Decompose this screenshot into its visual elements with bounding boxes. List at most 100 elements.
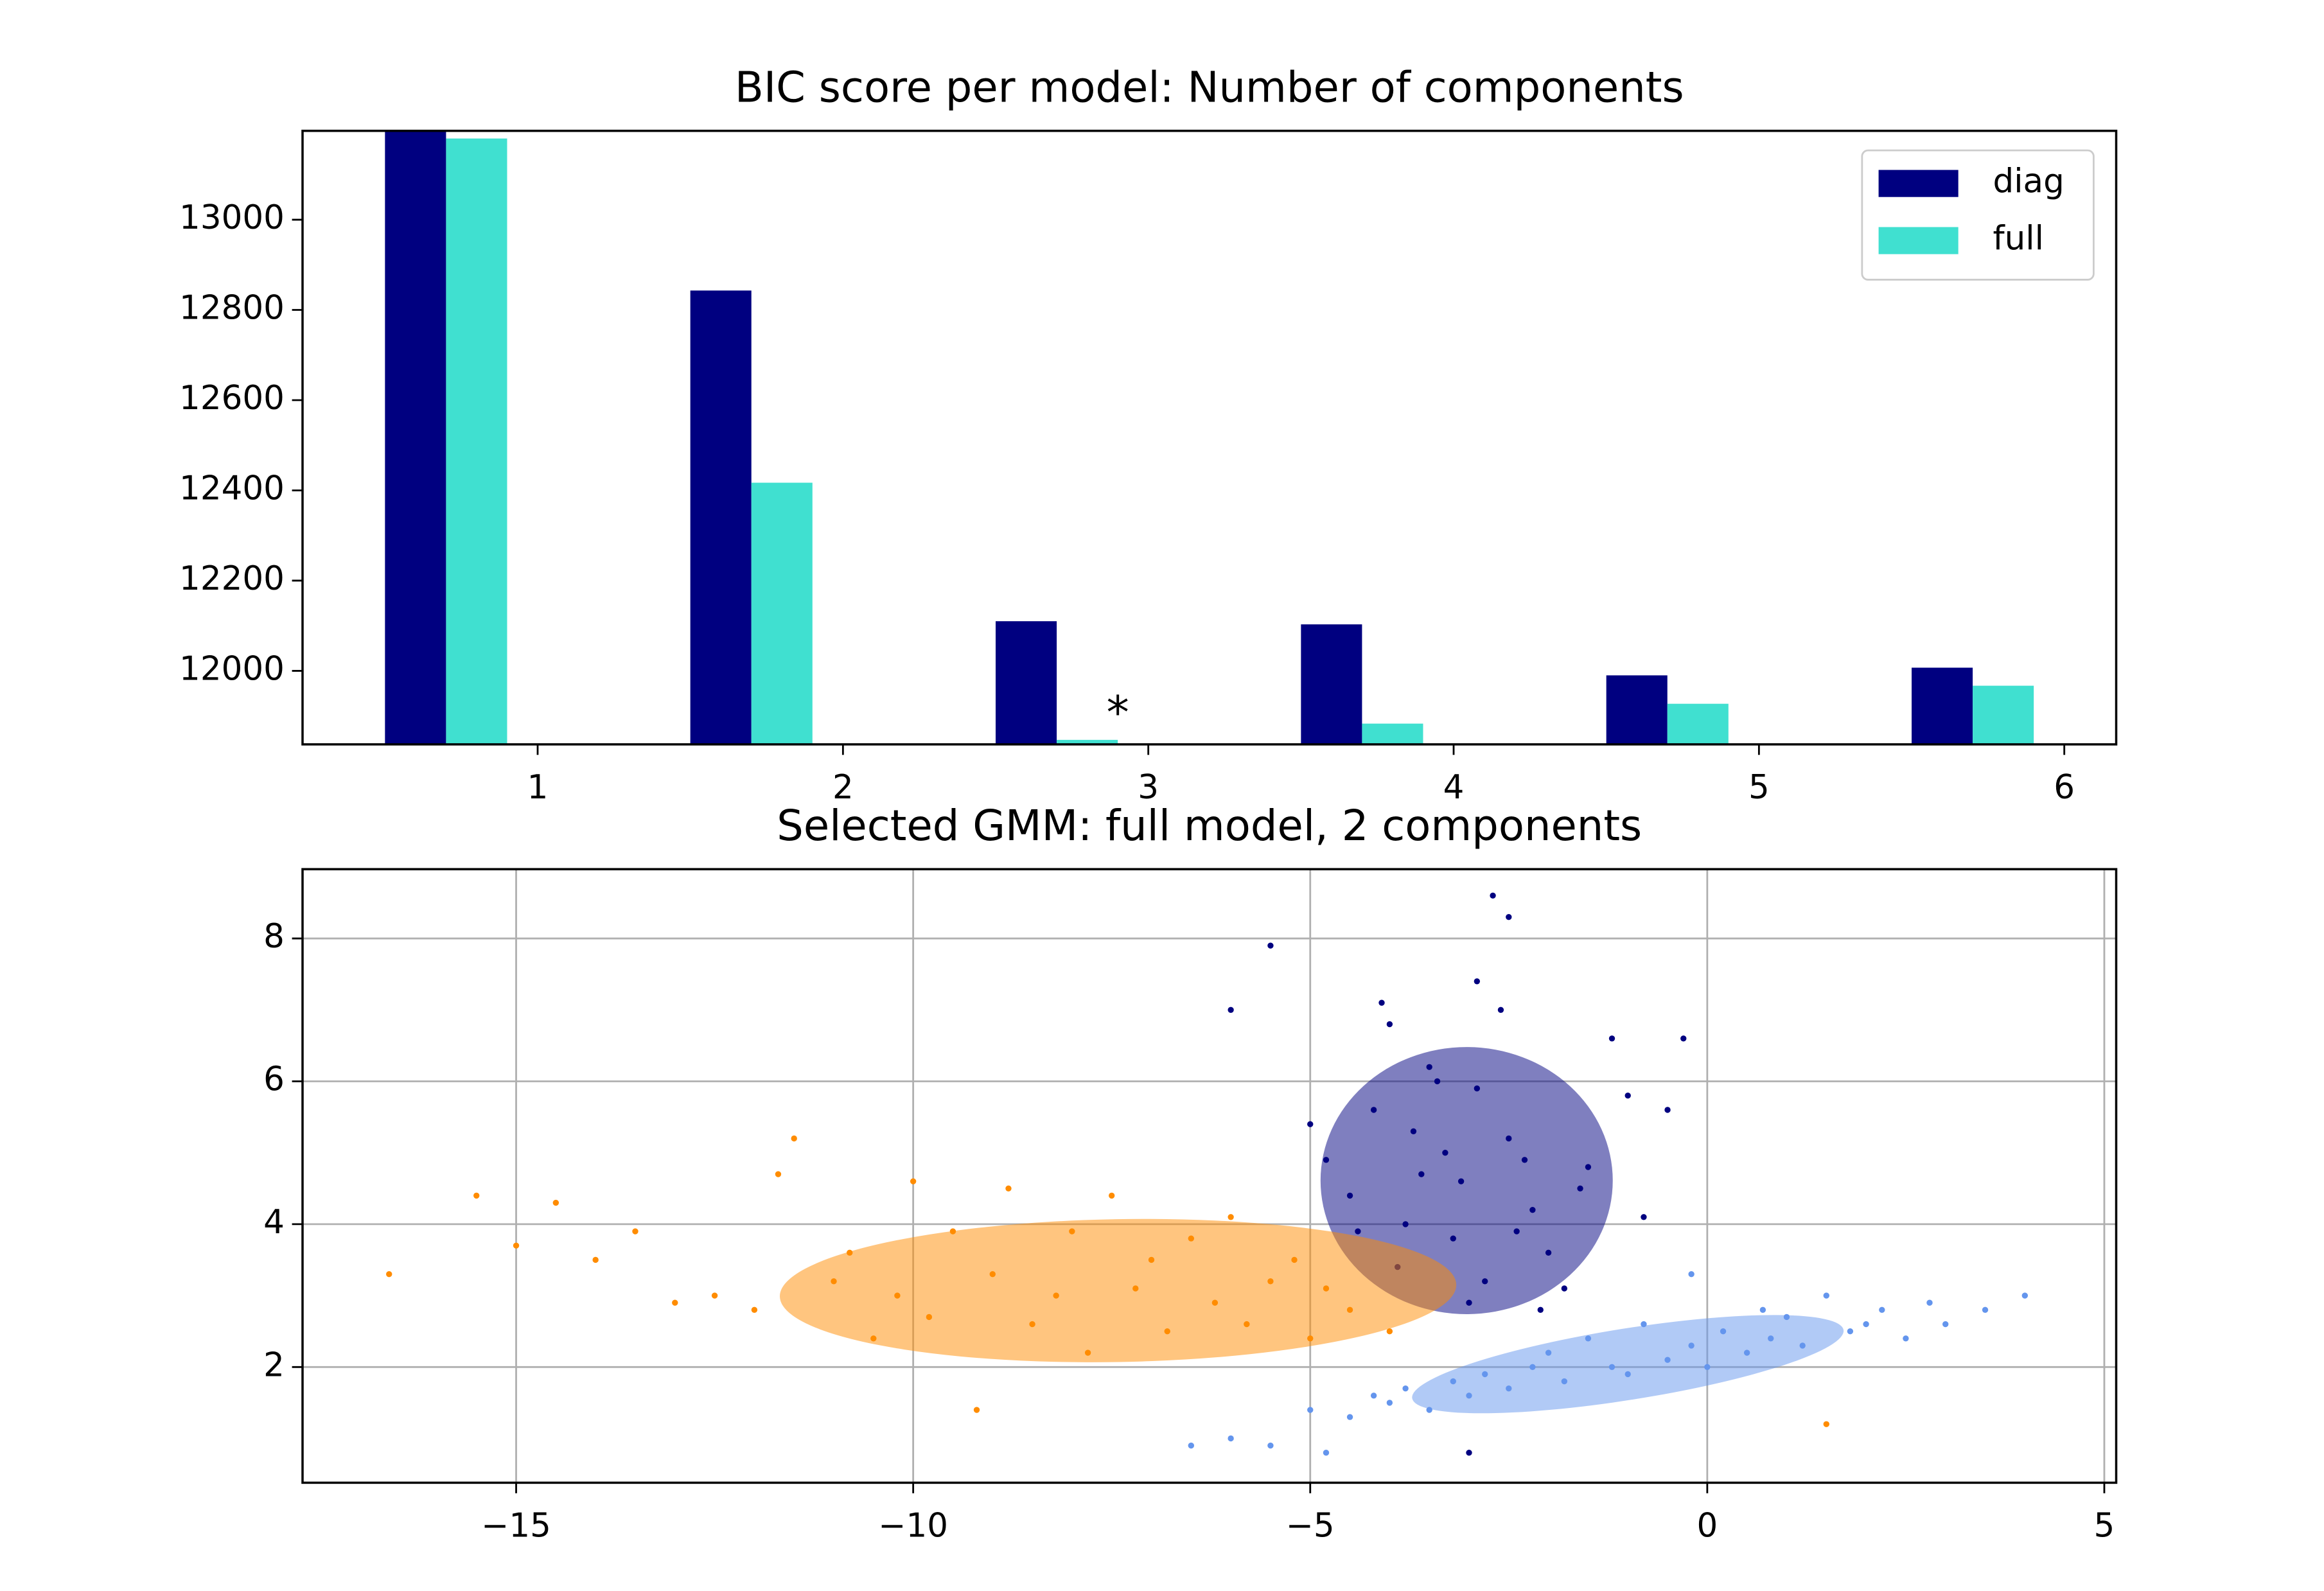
point (1664, 1107, 1671, 1113)
bar (446, 138, 507, 744)
point (386, 1271, 392, 1278)
point (1228, 1435, 1234, 1442)
point (1561, 1285, 1568, 1292)
y-tick-label: 12000 (179, 649, 285, 688)
point (1267, 942, 1274, 949)
point (1497, 1006, 1504, 1013)
point (1474, 978, 1481, 985)
x-tick-label: 2 (832, 768, 854, 807)
y-tick-label: 12600 (179, 379, 285, 418)
bar (1912, 667, 1973, 744)
point (1307, 1407, 1314, 1413)
point (1823, 1421, 1829, 1427)
legend-swatch (1878, 170, 1959, 197)
bar (1057, 739, 1118, 744)
point (1823, 1292, 1829, 1299)
point (1370, 1393, 1377, 1399)
point (1847, 1328, 1854, 1335)
x-tick-label: 4 (1443, 768, 1465, 807)
y-tick-label: 6 (263, 1060, 285, 1098)
point (592, 1256, 599, 1263)
bar (690, 290, 752, 744)
y-tick-label: 13000 (179, 198, 285, 237)
axes-frame (301, 868, 2118, 1484)
y-tick-label: 12400 (179, 469, 285, 507)
point (1879, 1306, 1885, 1314)
point (1506, 914, 1512, 920)
point (751, 1306, 758, 1314)
point (1307, 1121, 1314, 1127)
x-tick-label: 1 (527, 768, 549, 807)
x-tick-label: 0 (1696, 1507, 1718, 1545)
x-tick-label: −5 (1286, 1507, 1335, 1545)
legend-swatch (1878, 227, 1959, 254)
bar (751, 482, 813, 744)
chart-title: BIC score per model: Number of component… (735, 64, 1684, 112)
point (1228, 1214, 1234, 1220)
bar (1606, 675, 1668, 744)
point (1680, 1035, 1687, 1042)
y-tick-label: 12800 (179, 289, 285, 328)
bar (385, 130, 446, 744)
legend-label: diag (1993, 163, 2064, 201)
chart-title: Selected GMM: full model, 2 components (777, 802, 1642, 850)
x-tick-label: 5 (1748, 768, 1770, 807)
point (1386, 1021, 1393, 1028)
point (1942, 1321, 1949, 1328)
point (711, 1292, 718, 1299)
point (1537, 1306, 1544, 1314)
point (1188, 1442, 1194, 1449)
point (513, 1242, 520, 1249)
point (473, 1192, 480, 1199)
bar (1301, 624, 1362, 744)
point (632, 1228, 638, 1235)
point (1688, 1271, 1695, 1278)
point (672, 1299, 678, 1306)
point (1926, 1299, 1933, 1306)
point (910, 1178, 917, 1184)
bar (996, 621, 1057, 744)
point (1490, 892, 1496, 899)
point (552, 1199, 559, 1206)
bar (1973, 685, 2034, 744)
annotation: * (1107, 687, 1129, 739)
point (1346, 1414, 1353, 1420)
point (1386, 1328, 1393, 1335)
y-tick-label: 12200 (179, 559, 285, 598)
y-tick-label: 8 (263, 917, 285, 956)
bar (1362, 723, 1423, 744)
x-tick-label: −10 (878, 1507, 948, 1545)
point (1624, 1093, 1631, 1099)
point (1228, 1006, 1234, 1013)
point (1323, 1450, 1330, 1456)
plot-area (385, 130, 2034, 744)
point (2021, 1292, 2029, 1299)
point (1466, 1450, 1472, 1456)
point (1267, 1442, 1274, 1449)
point (1386, 1400, 1393, 1406)
plot-area (386, 892, 2029, 1456)
point (1109, 1192, 1115, 1199)
point (791, 1135, 797, 1142)
component-ellipse (1412, 1315, 1844, 1414)
x-tick-label: 5 (2094, 1507, 2115, 1545)
point (1641, 1214, 1647, 1220)
point (1903, 1335, 1909, 1342)
point (1608, 1035, 1615, 1042)
bar (1667, 703, 1729, 744)
point (1005, 1185, 1012, 1191)
x-tick-label: −15 (481, 1507, 551, 1545)
axes-frame (301, 129, 2118, 746)
point (1402, 1385, 1409, 1392)
x-tick-label: 3 (1138, 768, 1159, 807)
x-tick-label: 6 (2054, 768, 2075, 807)
point (1863, 1321, 1869, 1328)
point (1982, 1306, 1989, 1314)
component-ellipse (780, 1218, 1457, 1362)
point (973, 1407, 980, 1413)
point (775, 1171, 782, 1177)
legend-label: full (1993, 220, 2044, 258)
y-tick-label: 4 (263, 1203, 285, 1242)
